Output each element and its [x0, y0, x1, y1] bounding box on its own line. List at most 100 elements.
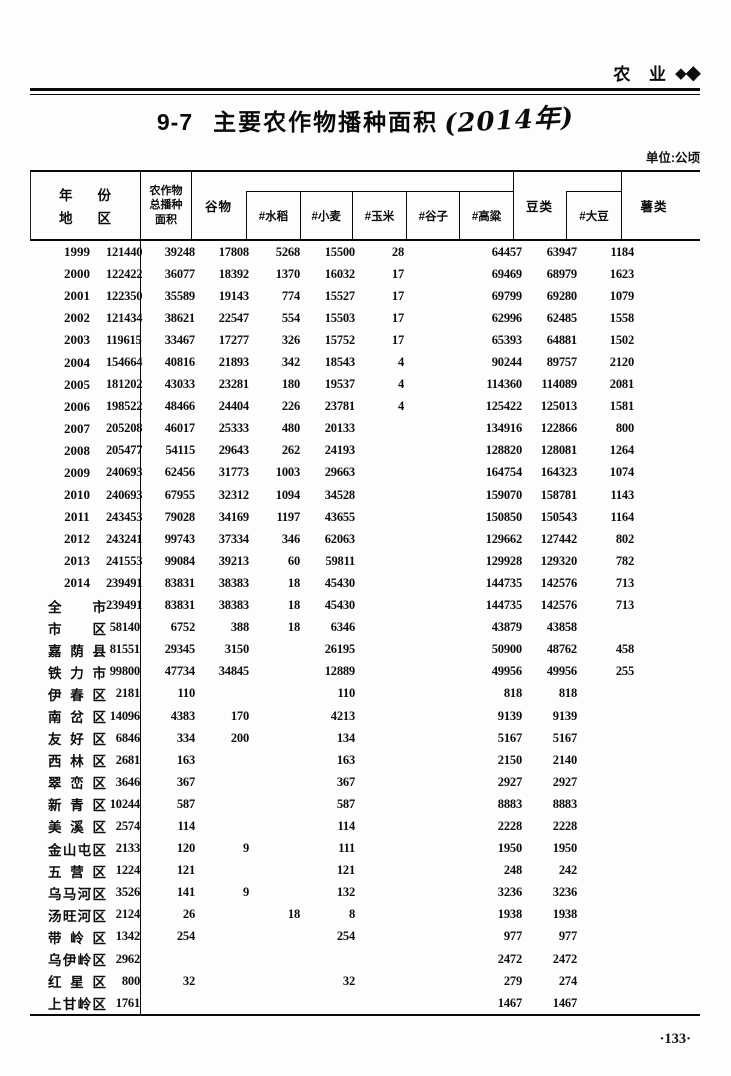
cell: 774 [281, 288, 300, 303]
table-row: 2007 205208 46017 25333 480 20133 134916… [30, 418, 700, 440]
cell: 48466 [164, 399, 195, 414]
cell: 818 [558, 686, 577, 701]
row-label: 2012 [64, 531, 90, 547]
cell: 43655 [324, 509, 355, 524]
cell: 254 [176, 929, 195, 944]
header-divider-line [621, 172, 622, 239]
cell: 8883 [552, 796, 577, 811]
header-region-label: 地 区 [59, 211, 111, 226]
cell: 89757 [546, 355, 577, 370]
cell: 241553 [106, 553, 143, 568]
header-beans: 豆类 [525, 200, 553, 214]
header-year-region: 年 份 地 区 [59, 172, 111, 239]
table-title-text: 主要农作物播种面积 [213, 109, 439, 135]
cell: 10244 [109, 796, 140, 811]
table-row: 2001 122350 35589 19143 774 15527 17 697… [30, 285, 700, 307]
cell: 40816 [164, 355, 195, 370]
cell: 480 [281, 421, 300, 436]
table-row: 金山屯区 2133 120 9 111 1950 1950 [30, 838, 700, 860]
cell: 12889 [324, 664, 355, 679]
cell: 1342 [115, 929, 140, 944]
cell: 31773 [218, 465, 249, 480]
cell: 2927 [497, 774, 522, 789]
cell: 110 [337, 686, 356, 701]
cell: 8883 [497, 796, 522, 811]
table-row: 上甘岭区 1761 1467 1467 [30, 992, 700, 1014]
header-corn: #玉米 [351, 192, 407, 239]
table-row: 乌马河区 3526 141 9 132 3236 3236 [30, 882, 700, 904]
table-row: 南岔区 14096 4383 170 4213 9139 9139 [30, 705, 700, 727]
header-total-line2: 总播种 [149, 199, 183, 212]
table-row: 2008 205477 54115 29643 262 24193 128820… [30, 440, 700, 462]
table-row: 市区 58140 6752 388 18 6346 43879 43858 [30, 617, 700, 639]
header-divider-line [513, 172, 514, 239]
row-label: 汤旺河区 [48, 908, 106, 924]
row-label: 铁力市 [48, 665, 106, 681]
header-rice: #水稻 [258, 210, 289, 223]
cell: 125422 [485, 399, 523, 414]
cell: 342 [281, 355, 300, 370]
cell: 68979 [546, 266, 577, 281]
cell: 83831 [164, 575, 195, 590]
cell: 64881 [546, 332, 577, 347]
cell: 154664 [106, 355, 143, 370]
cell: 18 [287, 575, 300, 590]
cell: 45430 [324, 598, 355, 613]
cell: 20133 [324, 421, 355, 436]
cell: 18543 [324, 355, 355, 370]
header-cereal-subcolumns: #水稻 #小麦 #玉米 #谷子 #高粱 [246, 191, 513, 239]
cell: 134 [336, 730, 355, 745]
table-row: 西林区 2681 163 163 2150 2140 [30, 749, 700, 771]
cell: 713 [615, 598, 634, 613]
cell: 29643 [218, 443, 249, 458]
header-total-sown-area: 农作物 总播种 面积 [141, 172, 191, 239]
cell: 129662 [485, 531, 523, 546]
row-label: 2014 [64, 575, 90, 591]
cell: 50900 [491, 642, 522, 657]
cell: 24404 [218, 399, 249, 414]
row-label: 伊春区 [48, 687, 106, 703]
header-double-rule [30, 88, 700, 95]
cell: 4 [397, 377, 404, 392]
table-row: 汤旺河区 2124 26 18 8 1938 1938 [30, 904, 700, 926]
table-row: 友好区 6846 334 200 134 5167 5167 [30, 727, 700, 749]
cell: 64457 [491, 244, 522, 259]
cell: 2574 [115, 818, 140, 833]
cell: 62485 [546, 310, 577, 325]
cell: 63947 [546, 244, 577, 259]
cell: 5268 [275, 244, 300, 259]
table-row: 乌伊岭区 2962 2472 2472 [30, 948, 700, 970]
cell: 205208 [106, 421, 143, 436]
cell: 713 [615, 575, 634, 590]
cell: 367 [176, 774, 195, 789]
cell: 5167 [552, 730, 577, 745]
cell: 18 [287, 907, 300, 922]
cell: 18 [287, 620, 300, 635]
cell: 2081 [609, 377, 634, 392]
row-label: 2009 [64, 464, 90, 480]
cell: 62063 [324, 531, 355, 546]
cell: 60 [287, 553, 300, 568]
cell: 4383 [170, 708, 195, 723]
cell: 2472 [497, 951, 522, 966]
cell: 45430 [324, 575, 355, 590]
table-row: 2012 243241 99743 37334 346 62063 129662… [30, 528, 700, 550]
cell: 48762 [546, 642, 577, 657]
cell: 2181 [115, 686, 140, 701]
cell: 587 [176, 796, 195, 811]
cell: 17 [391, 266, 404, 281]
cell: 34169 [218, 509, 249, 524]
row-label: 乌伊岭区 [48, 953, 106, 969]
cell: 2124 [115, 907, 140, 922]
cell: 59811 [325, 553, 355, 568]
cell: 239491 [106, 575, 143, 590]
cell: 69280 [546, 288, 577, 303]
header-sorghum: #高粱 [459, 192, 513, 239]
table-row: 2013 241553 99084 39213 60 59811 129928 … [30, 550, 700, 572]
cell: 2228 [497, 818, 522, 833]
cell: 15527 [324, 288, 355, 303]
cell: 14096 [109, 708, 140, 723]
data-table: 年 份 地 区 农作物 总播种 面积 谷物 #水稻 #小麦 #玉米 #谷子 #高… [30, 170, 700, 1017]
cell: 164754 [485, 465, 523, 480]
table-row: 翠峦区 3646 367 367 2927 2927 [30, 771, 700, 793]
